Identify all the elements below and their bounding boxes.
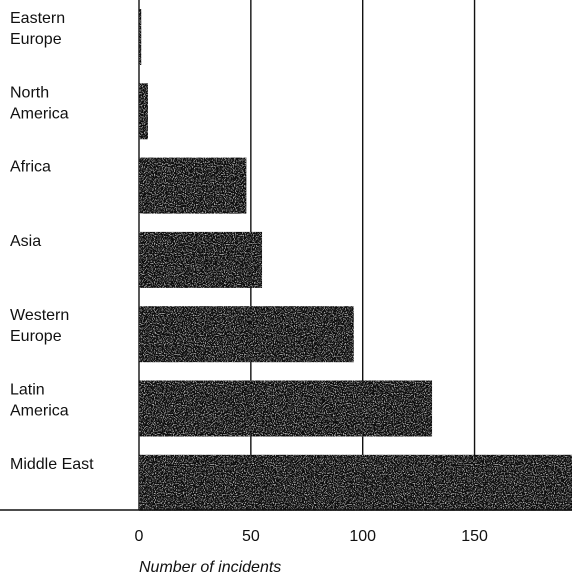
category-label: Africa	[10, 159, 51, 176]
tick-label-50: 50	[242, 528, 260, 545]
tick-label-150: 150	[461, 528, 488, 545]
category-label: Eastern Europe	[10, 10, 65, 48]
bar-asia	[139, 231, 263, 288]
category-label: Asia	[10, 233, 41, 250]
bars	[139, 9, 572, 511]
category-labels: Eastern Europe North America Africa Asia Weste…	[10, 10, 94, 473]
bar-africa	[139, 157, 247, 214]
tick-label-100: 100	[349, 528, 376, 545]
category-label: Middle East	[10, 456, 94, 473]
tick-label-0: 0	[135, 528, 144, 545]
tick-labels: 0 50 100 150	[135, 528, 488, 545]
category-label: Latin America	[10, 382, 69, 420]
bar-latin-america	[139, 380, 433, 437]
bar-middle-east	[139, 454, 572, 511]
category-label: North America	[10, 84, 69, 122]
x-axis-title: Number of incidents	[139, 559, 281, 576]
bar-eastern-europe	[139, 9, 142, 65]
bar-western-europe	[139, 306, 354, 363]
category-label: Western Europe	[10, 307, 69, 345]
bar-north-america	[139, 83, 148, 140]
